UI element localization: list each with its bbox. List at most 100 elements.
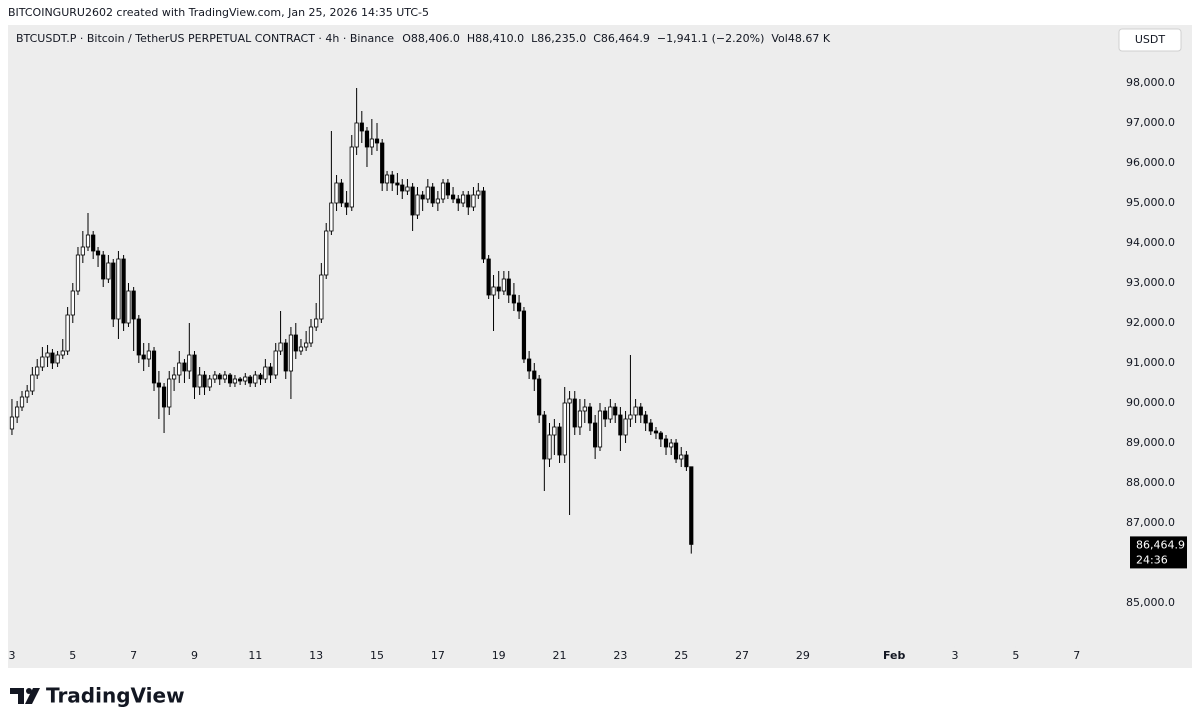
candle-body	[298, 346, 304, 352]
candle-body	[673, 442, 679, 460]
candle-body	[314, 318, 319, 328]
candle-body	[288, 334, 294, 372]
candle-body	[35, 366, 40, 376]
candle-body	[324, 230, 329, 276]
candle-body	[684, 454, 689, 468]
legend-value: Vol48.67 K	[771, 32, 830, 45]
x-tick-label: 29	[796, 649, 810, 662]
candle-body	[542, 414, 547, 460]
candle-body	[506, 278, 511, 296]
candle-body	[466, 194, 471, 208]
candle-body	[202, 374, 207, 388]
candle-body	[679, 454, 684, 460]
x-tick-label: 23	[613, 649, 627, 662]
candle-body	[253, 374, 258, 384]
candle-body	[232, 378, 238, 384]
candle-body	[243, 376, 248, 382]
candle-body	[156, 382, 161, 388]
candle-body	[471, 194, 476, 208]
candle-body	[111, 262, 116, 320]
last-price-tag	[1130, 536, 1187, 569]
legend-value: L86,235.0	[531, 32, 586, 45]
candle-body	[374, 138, 380, 144]
chart-panel	[8, 25, 1192, 668]
x-tick-label: 15	[370, 649, 384, 662]
candle-body	[177, 362, 182, 376]
candle-body	[405, 186, 410, 192]
candle-body	[141, 354, 146, 360]
candle-body	[50, 352, 55, 364]
y-tick-label: 88,000.0	[1126, 476, 1175, 489]
candle-body	[161, 386, 167, 408]
candle-body	[268, 366, 273, 376]
x-tick-label: 5	[69, 649, 76, 662]
candle-body	[638, 406, 643, 416]
currency-box[interactable]	[1118, 28, 1182, 52]
y-tick-label: 97,000.0	[1126, 116, 1175, 129]
candle-body	[304, 342, 309, 348]
plot: 85,000.0 87,000.0 88,000.0 89,000.0 90,000.0…	[8, 76, 1175, 662]
candle-body	[450, 194, 456, 200]
candle-body	[263, 366, 268, 380]
candle-body	[516, 302, 522, 312]
candle-body	[91, 234, 96, 252]
candle-body	[669, 442, 674, 448]
candle-body	[603, 410, 608, 420]
candle-body	[293, 334, 298, 352]
candle-body	[85, 234, 91, 248]
candle-body	[390, 174, 395, 184]
candle-body	[486, 258, 491, 296]
candle-body	[491, 286, 496, 296]
candle-body	[329, 202, 334, 232]
x-tick-label: 7	[1073, 649, 1080, 662]
candle-body	[587, 406, 593, 424]
candle-body	[395, 182, 400, 186]
ohlc-legend: O88,406.0 H88,410.0 L86,235.0 C86,464.9 −1,9…	[402, 32, 831, 45]
candle-body	[653, 430, 659, 434]
candle-body	[116, 258, 121, 320]
candle-body	[476, 190, 481, 196]
candle-body	[349, 146, 354, 208]
x-tick-label: Feb	[883, 649, 906, 662]
candle-body	[136, 318, 141, 356]
currency[interactable]: USDT	[1135, 33, 1166, 46]
candle-body	[359, 122, 364, 132]
y-tick-label: 91,000.0	[1126, 356, 1175, 369]
x-tick-label: 19	[492, 649, 506, 662]
candle-body	[572, 398, 577, 428]
candle-body	[197, 374, 202, 388]
candle-body	[238, 378, 243, 382]
candle-body	[400, 184, 405, 192]
candle-body	[567, 398, 572, 404]
candle-body	[562, 402, 567, 456]
legend-value: H88,410.0	[467, 32, 524, 45]
candle-body	[273, 350, 278, 376]
candle-body	[19, 396, 25, 408]
candle-body	[430, 186, 435, 204]
candle-body	[369, 138, 374, 148]
candle-body	[552, 426, 557, 436]
candle-body	[456, 198, 461, 204]
logo-icon	[10, 688, 40, 704]
x-tick-label: 3	[952, 649, 959, 662]
candle-body	[334, 182, 339, 204]
candle-body	[308, 326, 314, 344]
candle-body	[187, 354, 192, 372]
candle-body	[75, 254, 81, 292]
credit: BITCOINGURU2602 created with TradingView…	[8, 6, 429, 19]
candle-body	[151, 350, 157, 384]
candle-body	[80, 246, 85, 256]
candle-body	[95, 250, 101, 256]
candle-body	[364, 130, 370, 148]
candle-body	[689, 466, 694, 545]
candle-body	[101, 254, 106, 280]
candle-body	[283, 342, 288, 372]
candle-body	[481, 190, 486, 260]
candle-body	[608, 406, 613, 420]
candle-body	[623, 418, 628, 436]
x-tick-label: 9	[191, 649, 198, 662]
candle-body	[410, 186, 415, 216]
candle-body	[521, 310, 527, 360]
candle-body	[354, 122, 359, 148]
